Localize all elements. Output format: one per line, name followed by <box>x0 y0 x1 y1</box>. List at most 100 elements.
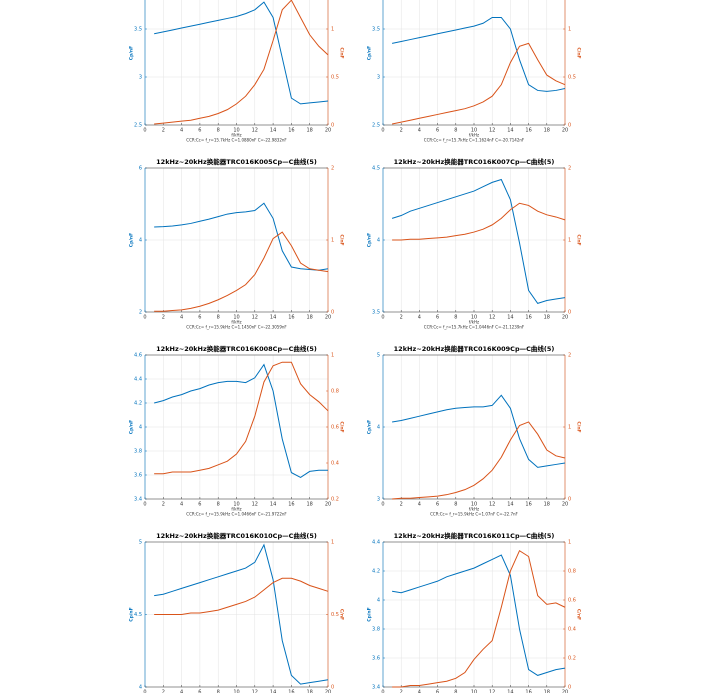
x-tick-label: 18 <box>307 502 313 508</box>
annotation: CCR:Cc= f_r=15.9kHz C=1.1450nF C=-22.305… <box>186 325 287 330</box>
y-tick-label: 4.5 <box>372 166 380 172</box>
x-tick-label: 10 <box>471 315 477 321</box>
y2-tick-label: 0.8 <box>568 569 576 575</box>
y-tick-label: 5 <box>377 353 380 359</box>
x-tick-label: 12 <box>489 315 495 321</box>
y-tick-label: 2.5 <box>372 123 380 129</box>
x-tick-label: 12 <box>489 128 495 134</box>
x-tick-label: 6 <box>198 128 201 134</box>
annotation: CCR:Cc= f_r=15.7kHz C=1.0446nF C=-21.123… <box>424 325 525 330</box>
y2-tick-label: 0.8 <box>331 389 339 395</box>
y-tick-label: 2 <box>139 310 142 316</box>
x-tick-label: 10 <box>233 690 239 694</box>
y2-tick-label: 1 <box>568 238 571 244</box>
x-tick-label: 4 <box>180 502 183 508</box>
y2-tick-label: 0 <box>568 123 571 129</box>
y2-axis-label: C/nF <box>339 47 345 58</box>
x-tick-label: 8 <box>217 128 220 134</box>
x-tick-label: 12 <box>252 690 258 694</box>
x-tick-label: 8 <box>217 315 220 321</box>
y2-tick-label: 2 <box>568 353 571 359</box>
x-tick-label: 20 <box>325 502 331 508</box>
y-tick-label: 3 <box>377 75 380 81</box>
x-tick-label: 6 <box>436 128 439 134</box>
y2-axis-label: C/nF <box>576 47 582 58</box>
y2-tick-label: 1 <box>568 540 571 546</box>
x-tick-label: 6 <box>198 690 201 694</box>
series-line <box>392 549 566 688</box>
x-tick-label: 8 <box>217 690 220 694</box>
x-tick-label: 16 <box>525 690 531 694</box>
x-tick-label: 2 <box>162 690 165 694</box>
y-tick-label: 3 <box>377 497 380 503</box>
x-tick-label: 6 <box>436 690 439 694</box>
x-tick-label: 18 <box>544 502 550 508</box>
x-tick-label: 6 <box>198 502 201 508</box>
y2-axis-label: C/nF <box>339 421 345 432</box>
x-tick-label: 14 <box>507 315 513 321</box>
y2-tick-label: 0.2 <box>568 656 576 662</box>
x-tick-label: 10 <box>471 128 477 134</box>
y-tick-label: 4.4 <box>134 377 142 383</box>
x-tick-label: 16 <box>288 502 294 508</box>
y2-tick-label: 1 <box>331 238 334 244</box>
x-tick-label: 4 <box>180 315 183 321</box>
y-tick-label: 3.8 <box>372 627 380 633</box>
x-tick-label: 14 <box>270 128 276 134</box>
chart-title: 12kHz~20kHz换能器TRC016K011Cp—C曲线(5) <box>394 531 555 540</box>
x-tick-label: 2 <box>162 315 165 321</box>
x-tick-label: 8 <box>217 502 220 508</box>
x-tick-label: 10 <box>233 315 239 321</box>
y-axis-label: Cp/nF <box>129 46 135 60</box>
series-line <box>154 363 328 478</box>
y2-axis-label: C/nF <box>339 234 345 245</box>
y2-tick-label: 2 <box>331 166 334 172</box>
y-tick-label: 4.2 <box>134 401 142 407</box>
series-line <box>154 202 329 271</box>
y2-tick-label: 0.4 <box>331 461 339 467</box>
y-tick-label: 3.5 <box>372 310 380 316</box>
x-tick-label: 4 <box>180 690 183 694</box>
series-line <box>154 0 329 125</box>
x-tick-label: 18 <box>544 315 550 321</box>
y-tick-label: 4.5 <box>134 612 142 618</box>
series-line <box>391 42 566 125</box>
y-axis-label: Cp/nF <box>367 607 373 621</box>
y-axis-label: Cp/nF <box>129 607 135 621</box>
x-tick-label: 16 <box>525 128 531 134</box>
x-axis-label: f/kHz <box>231 507 241 512</box>
series-line <box>391 16 566 92</box>
y2-tick-label: 0.6 <box>331 425 339 431</box>
y-tick-label: 2.5 <box>134 123 142 129</box>
x-tick-label: 18 <box>307 128 313 134</box>
y2-tick-label: 0 <box>568 310 571 316</box>
y-tick-label: 3.6 <box>134 473 142 479</box>
x-axis-label: f/kHz <box>469 320 479 325</box>
y-tick-label: 4 <box>139 425 142 431</box>
x-tick-label: 20 <box>325 315 331 321</box>
x-tick-label: 0 <box>381 315 384 321</box>
x-tick-label: 18 <box>307 315 313 321</box>
x-tick-label: 16 <box>288 128 294 134</box>
x-tick-label: 14 <box>270 690 276 694</box>
y2-tick-label: 1 <box>331 540 334 546</box>
y-tick-label: 3.5 <box>372 27 380 33</box>
x-tick-label: 12 <box>489 502 495 508</box>
series-line <box>391 178 566 304</box>
y-tick-label: 6 <box>139 166 142 172</box>
x-tick-label: 8 <box>454 128 457 134</box>
series-line <box>154 1 329 105</box>
y2-tick-label: 1 <box>568 27 571 33</box>
x-tick-label: 12 <box>252 128 258 134</box>
chart-title: 12kHz~20kHz换能器TRC016K010Cp—C曲线(5) <box>156 531 317 540</box>
y-tick-label: 3.4 <box>372 685 380 691</box>
x-tick-label: 8 <box>454 315 457 321</box>
x-tick-label: 16 <box>525 502 531 508</box>
x-tick-label: 18 <box>544 128 550 134</box>
x-tick-label: 4 <box>418 502 421 508</box>
x-tick-label: 4 <box>418 315 421 321</box>
x-tick-label: 14 <box>507 502 513 508</box>
y-tick-label: 4 <box>377 425 380 431</box>
series-line <box>392 554 566 676</box>
series-line <box>154 231 329 312</box>
